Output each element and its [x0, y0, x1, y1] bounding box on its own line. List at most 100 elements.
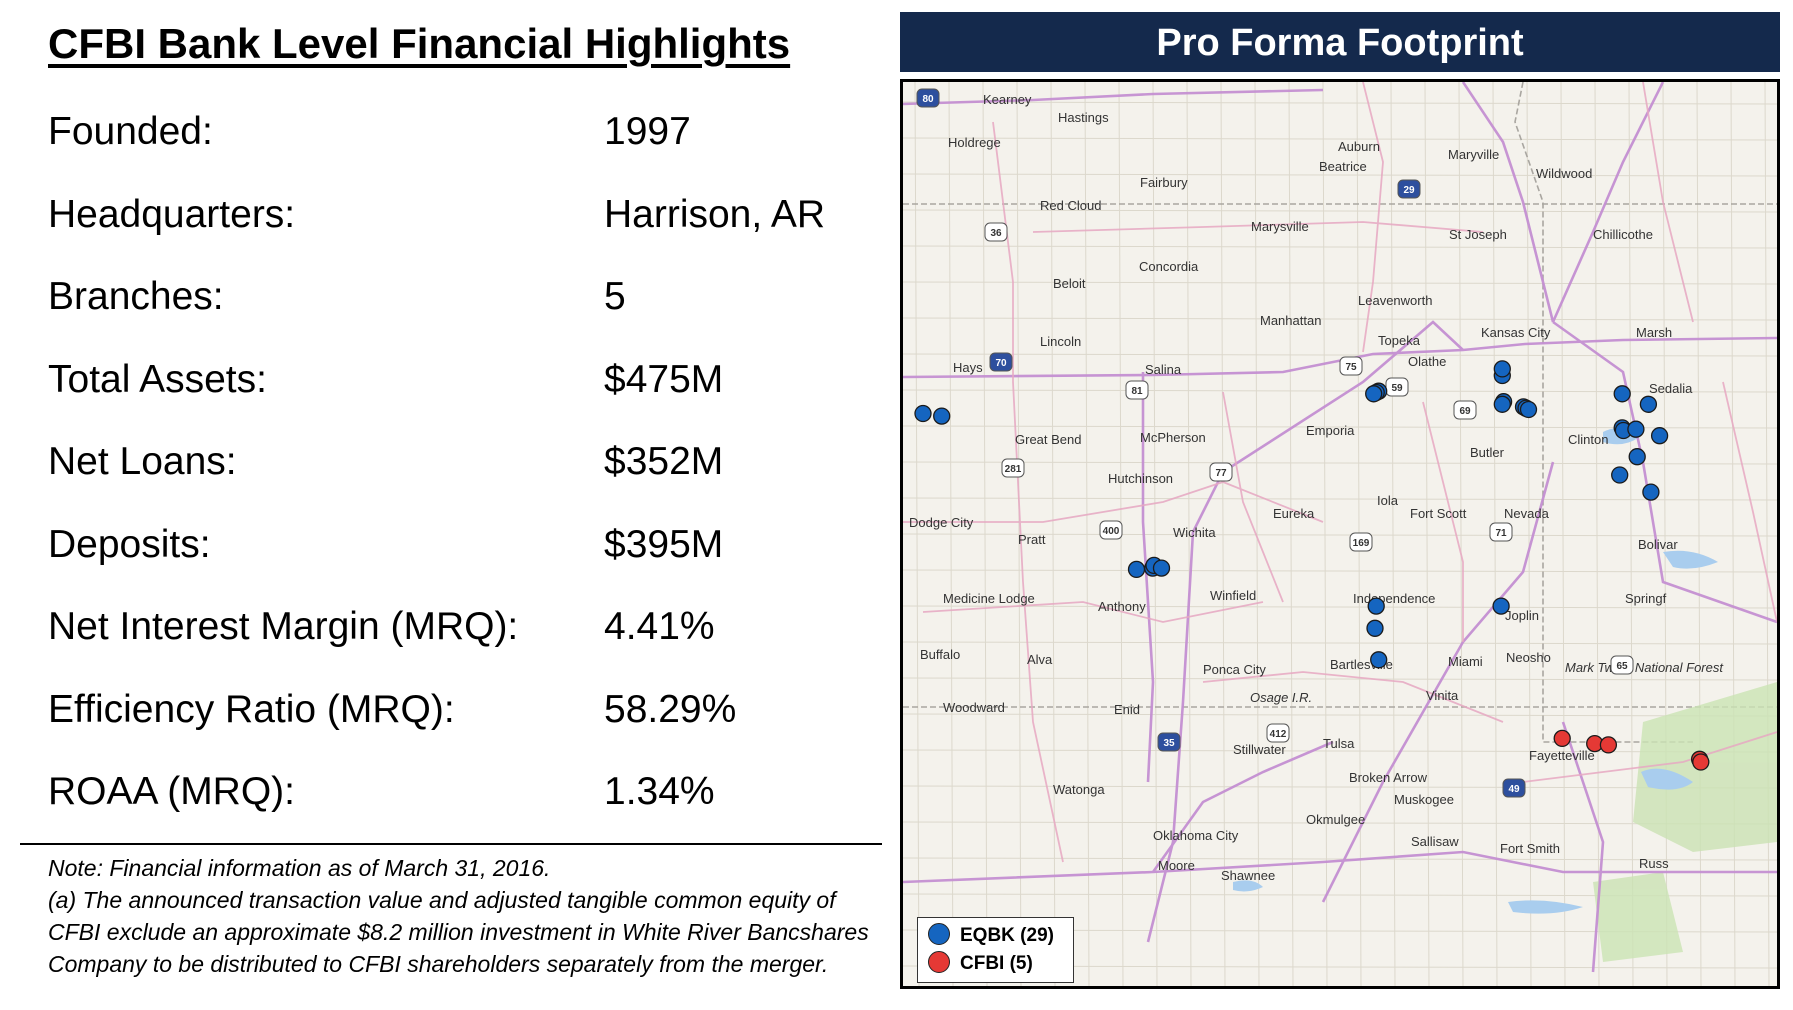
eqbk-branch-marker[interactable]: [1493, 395, 1511, 413]
metric-label: Branches:: [48, 275, 224, 318]
city-label: Nevada: [1504, 506, 1550, 521]
highway-number: 281: [1005, 464, 1022, 475]
highway-shield-icon: 29: [1397, 179, 1421, 199]
highway-number: 69: [1459, 406, 1471, 417]
city-label: Butler: [1470, 445, 1505, 460]
eqbk-branch-marker[interactable]: [1613, 385, 1631, 403]
cfbi-branch-marker[interactable]: [1599, 736, 1618, 754]
highway-shield-icon: 281: [1001, 458, 1025, 478]
highway-shield-icon: 71: [1489, 522, 1513, 542]
eqbk-markers: [914, 360, 1669, 669]
metric-row: Net Loans: $352M: [48, 440, 878, 523]
eqbk-branch-marker[interactable]: [933, 407, 951, 425]
eqbk-branch-marker[interactable]: [1365, 385, 1383, 403]
highway-shield-icon: 75: [1339, 356, 1363, 376]
city-label: Fort Smith: [1500, 841, 1560, 856]
city-label: Winfield: [1210, 588, 1256, 603]
financial-highlights-panel: CFBI Bank Level Financial Highlights Fou…: [0, 0, 882, 1010]
map-title: Pro Forma Footprint: [900, 12, 1780, 72]
highlights-title: CFBI Bank Level Financial Highlights: [48, 20, 791, 67]
city-label: Great Bend: [1015, 432, 1082, 447]
map-frame[interactable]: Kearney Hastings Holdrege Auburn Maryville Wi…: [900, 79, 1780, 989]
city-label: Miami: [1448, 654, 1483, 669]
city-label: Fort Scott: [1410, 506, 1467, 521]
eqbk-branch-marker[interactable]: [1367, 597, 1385, 615]
highway-shield-icon: 77: [1209, 462, 1233, 482]
city-label: Beatrice: [1319, 159, 1367, 174]
city-label: Alva: [1027, 652, 1053, 667]
legend-item-eqbk: EQBK (29): [928, 922, 1054, 949]
city-label: Bolivar: [1638, 537, 1678, 552]
eqbk-branch-marker[interactable]: [1492, 597, 1510, 615]
eqbk-branch-marker[interactable]: [1493, 360, 1511, 378]
city-label: Russ: [1639, 856, 1669, 871]
city-label: Stillwater: [1233, 742, 1286, 757]
cfbi-branch-marker[interactable]: [1692, 753, 1710, 771]
city-label: Maryville: [1448, 147, 1499, 162]
city-label: Fayetteville: [1529, 748, 1595, 763]
metric-label: ROAA (MRQ):: [48, 770, 296, 813]
highway-number: 71: [1495, 528, 1507, 539]
city-label: Shawnee: [1221, 868, 1275, 883]
city-label: Red Cloud: [1040, 198, 1101, 213]
eqbk-branch-marker[interactable]: [914, 404, 932, 423]
city-label: Joplin: [1505, 608, 1539, 623]
eqbk-branch-marker[interactable]: [1642, 483, 1660, 501]
eqbk-branch-marker[interactable]: [1370, 651, 1388, 669]
highway-number: 36: [990, 228, 1002, 239]
highway-number: 400: [1103, 526, 1120, 537]
city-label: Ponca City: [1203, 662, 1266, 677]
eqbk-branch-marker[interactable]: [1639, 395, 1658, 413]
metric-value: 1997: [604, 110, 691, 153]
city-label: McPherson: [1140, 430, 1206, 445]
highway-number: 65: [1616, 661, 1628, 672]
city-label: Kearney: [983, 92, 1032, 107]
city-label: Tulsa: [1323, 736, 1355, 751]
city-label: Mark Twain National Forest: [1565, 660, 1724, 675]
city-label: Auburn: [1338, 139, 1380, 154]
highway-number: 169: [1353, 538, 1370, 549]
city-label: Neosho: [1506, 650, 1551, 665]
highway-number: 81: [1131, 386, 1143, 397]
legend-swatch-eqbk: [928, 922, 950, 945]
highway-shield-icon: 81: [1125, 380, 1149, 400]
city-label: Topeka: [1378, 333, 1421, 348]
city-label: Clinton: [1568, 432, 1608, 447]
eqbk-branch-marker[interactable]: [1650, 427, 1669, 445]
highway-shield-icon: 35: [1157, 732, 1181, 752]
city-label: Iola: [1377, 493, 1399, 508]
metric-label: Net Loans:: [48, 440, 237, 483]
cfbi-branch-marker[interactable]: [1553, 729, 1571, 748]
metrics-list: Founded: 1997 Headquarters: Harrison, AR B…: [48, 110, 878, 853]
city-label: Wildwood: [1536, 166, 1592, 181]
city-label: Independence: [1353, 591, 1435, 606]
metric-value: 1.34%: [604, 770, 715, 813]
city-label: Buffalo: [920, 647, 960, 662]
metric-value: $352M: [604, 440, 724, 483]
metric-label: Efficiency Ratio (MRQ):: [48, 687, 455, 731]
city-label: Sallisaw: [1411, 834, 1459, 849]
eqbk-branch-marker[interactable]: [1152, 559, 1171, 577]
footnote-date: Note: Financial information as of March …: [48, 855, 551, 881]
highway-number: 80: [922, 94, 934, 105]
metric-value: Harrison, AR: [604, 192, 826, 236]
eqbk-branch-marker[interactable]: [1127, 560, 1146, 579]
eqbk-branch-marker[interactable]: [1628, 448, 1646, 466]
eqbk-branch-marker[interactable]: [1366, 619, 1384, 637]
highway-shield-icon: 70: [989, 352, 1013, 372]
map-canvas[interactable]: Kearney Hastings Holdrege Auburn Maryville Wi…: [903, 82, 1777, 986]
eqbk-branch-marker[interactable]: [1627, 420, 1645, 438]
highway-number: 412: [1270, 729, 1287, 740]
metric-row: Total Assets: $475M: [48, 358, 878, 441]
city-label: Emporia: [1306, 423, 1355, 438]
eqbk-branch-marker[interactable]: [1611, 466, 1629, 484]
metric-row: Headquarters: Harrison, AR: [48, 193, 878, 276]
city-label: Anthony: [1098, 599, 1146, 614]
city-label: Oklahoma City: [1153, 828, 1239, 843]
eqbk-branch-marker[interactable]: [1519, 400, 1538, 419]
city-label: Concordia: [1139, 259, 1199, 274]
legend-swatch-cfbi: [928, 950, 950, 973]
city-label: Salina: [1145, 362, 1182, 377]
city-label: Enid: [1114, 702, 1140, 717]
city-label: Muskogee: [1394, 792, 1454, 807]
